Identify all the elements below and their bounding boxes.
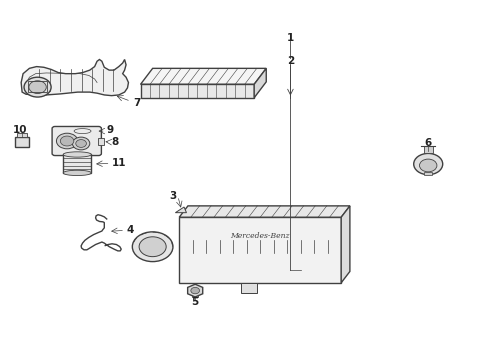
Text: 5: 5 — [191, 297, 199, 307]
Circle shape — [132, 232, 173, 262]
FancyBboxPatch shape — [63, 154, 91, 173]
Circle shape — [29, 81, 46, 94]
Circle shape — [24, 77, 51, 97]
Polygon shape — [424, 172, 431, 175]
Text: 11: 11 — [111, 158, 126, 168]
Circle shape — [76, 140, 86, 147]
Circle shape — [56, 133, 78, 149]
Polygon shape — [341, 206, 349, 283]
Polygon shape — [179, 217, 341, 283]
Circle shape — [419, 159, 436, 172]
Circle shape — [413, 153, 442, 175]
Polygon shape — [17, 133, 27, 138]
Text: 4: 4 — [126, 225, 133, 235]
Text: 8: 8 — [111, 137, 119, 147]
Polygon shape — [423, 145, 432, 153]
Polygon shape — [187, 284, 203, 297]
Polygon shape — [192, 291, 198, 297]
Ellipse shape — [63, 170, 91, 176]
Polygon shape — [21, 59, 128, 96]
Text: 1: 1 — [286, 33, 293, 43]
Text: Mercedes-Benz: Mercedes-Benz — [230, 231, 289, 239]
Polygon shape — [175, 207, 186, 213]
Polygon shape — [179, 206, 349, 217]
Text: 2: 2 — [286, 56, 293, 66]
FancyBboxPatch shape — [15, 138, 29, 147]
Polygon shape — [140, 84, 254, 98]
Polygon shape — [140, 68, 265, 84]
Text: 10: 10 — [12, 125, 27, 135]
Polygon shape — [240, 283, 257, 293]
Circle shape — [139, 237, 166, 257]
Polygon shape — [98, 138, 104, 145]
Text: 9: 9 — [106, 125, 114, 135]
Circle shape — [190, 287, 199, 294]
Polygon shape — [254, 68, 265, 98]
Circle shape — [60, 136, 74, 146]
Ellipse shape — [63, 152, 91, 157]
Text: 3: 3 — [169, 191, 177, 201]
Text: 6: 6 — [424, 138, 431, 148]
FancyBboxPatch shape — [52, 126, 101, 156]
Circle shape — [72, 137, 90, 150]
Text: 7: 7 — [133, 98, 141, 108]
